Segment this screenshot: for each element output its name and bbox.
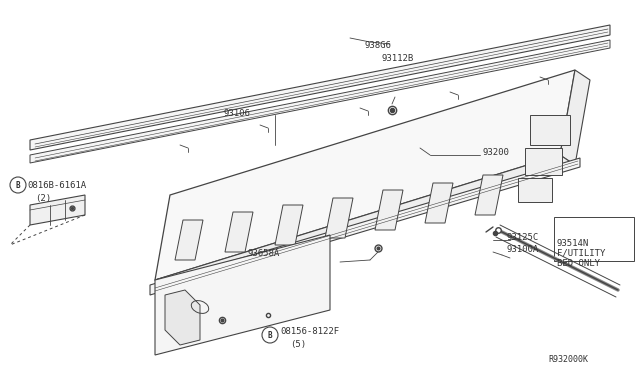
Polygon shape [525,148,562,175]
Text: B: B [16,180,20,189]
Text: 08156-8122F: 08156-8122F [280,327,339,337]
Text: 93514N: 93514N [557,238,589,247]
Text: B: B [268,330,272,340]
Text: (2): (2) [35,193,51,202]
Polygon shape [30,195,85,225]
Polygon shape [475,175,503,215]
Polygon shape [425,183,453,223]
Polygon shape [155,235,330,355]
Polygon shape [560,70,590,165]
Polygon shape [175,220,203,260]
Polygon shape [155,70,575,280]
Polygon shape [518,178,552,202]
Text: F/UTILITY: F/UTILITY [557,248,605,257]
Text: 93100A: 93100A [507,246,540,254]
Polygon shape [530,115,570,145]
Polygon shape [225,212,253,252]
Text: 93200: 93200 [483,148,510,157]
Text: 93106: 93106 [224,109,251,118]
Polygon shape [375,190,403,230]
Text: 0816B-6161A: 0816B-6161A [27,180,86,189]
Polygon shape [165,290,200,345]
Text: (5): (5) [290,340,306,349]
Text: 93112B: 93112B [382,54,414,62]
Text: 93658A: 93658A [247,248,279,257]
Text: R932000K: R932000K [548,356,588,365]
FancyBboxPatch shape [554,217,634,261]
Text: BED ONLY: BED ONLY [557,259,600,267]
Text: 938G6: 938G6 [365,41,392,49]
Polygon shape [325,198,353,238]
Polygon shape [30,40,610,163]
Polygon shape [275,205,303,245]
Polygon shape [30,25,610,150]
Text: 93125C: 93125C [507,232,540,241]
Polygon shape [155,155,575,290]
Polygon shape [150,158,580,295]
